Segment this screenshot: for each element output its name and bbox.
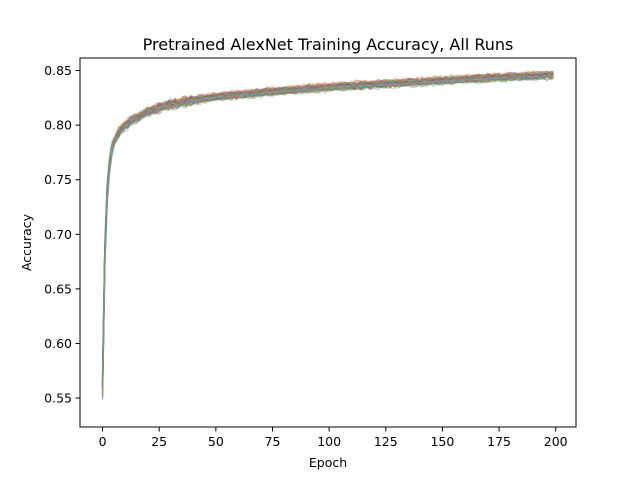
y-tick-label: 0.75 bbox=[44, 172, 72, 187]
run-line bbox=[101, 77, 554, 387]
run-line bbox=[101, 70, 554, 397]
y-tick-label: 0.85 bbox=[44, 63, 72, 78]
run-line bbox=[101, 70, 554, 398]
run-line bbox=[101, 75, 554, 387]
series-lines bbox=[101, 70, 555, 400]
run-line bbox=[101, 71, 555, 387]
x-axis-ticks: 0 25 50 75 100 125 150 175 200 bbox=[99, 427, 568, 449]
run-line bbox=[101, 72, 554, 400]
run-line bbox=[101, 73, 554, 388]
run-line bbox=[101, 75, 554, 384]
y-axis-label: Accuracy bbox=[19, 213, 34, 271]
run-line bbox=[101, 75, 554, 380]
run-line bbox=[101, 74, 554, 381]
y-tick-label: 0.65 bbox=[44, 281, 72, 296]
run-line bbox=[101, 75, 554, 382]
run-line bbox=[101, 71, 554, 393]
x-tick-label: 75 bbox=[265, 434, 281, 449]
x-tick-label: 150 bbox=[430, 434, 454, 449]
x-tick-label: 200 bbox=[544, 434, 568, 449]
x-tick-label: 100 bbox=[317, 434, 341, 449]
run-line bbox=[101, 74, 554, 387]
run-line bbox=[101, 72, 554, 387]
x-tick-label: 175 bbox=[487, 434, 511, 449]
x-tick-label: 125 bbox=[374, 434, 398, 449]
run-line bbox=[101, 74, 554, 385]
run-line bbox=[101, 73, 554, 386]
run-line bbox=[101, 74, 554, 380]
x-tick-label: 50 bbox=[208, 434, 224, 449]
run-line bbox=[101, 72, 554, 392]
run-line bbox=[101, 77, 554, 400]
run-line bbox=[101, 71, 554, 389]
run-line bbox=[101, 74, 554, 369]
y-tick-label: 0.80 bbox=[44, 118, 72, 133]
run-line bbox=[101, 73, 554, 396]
y-axis-ticks: 0.55 0.60 0.65 0.70 0.75 0.80 0.85 bbox=[44, 63, 80, 406]
run-line bbox=[101, 74, 554, 380]
run-line bbox=[101, 74, 554, 398]
y-tick-label: 0.70 bbox=[44, 227, 72, 242]
run-line bbox=[101, 73, 554, 387]
x-tick-label: 0 bbox=[99, 434, 107, 449]
run-line bbox=[101, 73, 554, 373]
plot-frame bbox=[79, 57, 577, 428]
run-line bbox=[101, 71, 554, 387]
y-tick-label: 0.55 bbox=[44, 391, 72, 406]
run-line bbox=[101, 71, 554, 389]
run-line bbox=[101, 72, 554, 382]
run-line bbox=[101, 71, 554, 386]
run-line bbox=[101, 73, 554, 381]
run-line bbox=[101, 74, 554, 376]
chart-title: Pretrained AlexNet Training Accuracy, Al… bbox=[143, 35, 514, 54]
run-line bbox=[101, 75, 554, 393]
y-tick-label: 0.60 bbox=[44, 336, 72, 351]
run-line bbox=[101, 73, 554, 384]
run-line bbox=[101, 70, 554, 377]
run-line bbox=[101, 73, 554, 376]
run-line bbox=[101, 73, 554, 388]
run-line bbox=[101, 76, 554, 396]
run-line bbox=[101, 72, 554, 379]
x-axis-label: Epoch bbox=[309, 455, 347, 470]
run-line bbox=[101, 70, 554, 385]
x-tick-label: 25 bbox=[151, 434, 167, 449]
